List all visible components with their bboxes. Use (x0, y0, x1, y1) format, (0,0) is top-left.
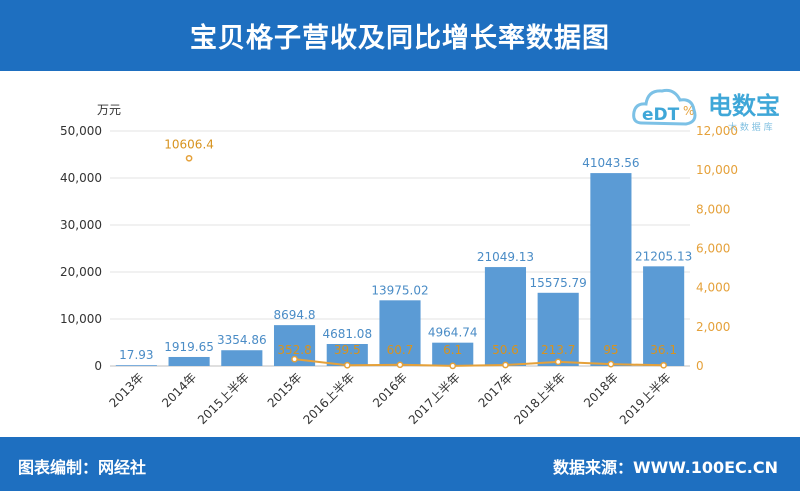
bar (643, 266, 685, 366)
bar-value-label: 41043.56 (582, 156, 639, 170)
x-tick-label: 2017上半年 (406, 370, 463, 427)
y-right-tick-label: 4,000 (696, 281, 730, 295)
growth-point (449, 362, 457, 370)
growth-point (660, 361, 667, 369)
bar (326, 343, 368, 366)
x-tick-label: 2016年 (370, 370, 410, 410)
growth-value-label: 10606.4 (164, 137, 214, 151)
footer-bar: 图表编制：网经社 数据来源：WWW.100EC.CN (0, 437, 800, 491)
edt-logo-icon: eDT (632, 88, 697, 126)
bar (537, 292, 579, 366)
chart-title: 宝贝格子营收及同比增长率数据图 (190, 23, 610, 54)
growth-point (607, 360, 615, 368)
header-bar: 宝贝格子营收及同比增长率数据图 (0, 0, 800, 71)
y-right-tick-label: 8,000 (696, 202, 730, 216)
bar (115, 365, 157, 366)
y-right-tick-label: 2,000 (696, 320, 730, 334)
bar-value-label: 13975.02 (371, 283, 428, 297)
growth-value-label: 352.8 (277, 343, 311, 357)
x-tick-label: 2015年 (265, 370, 305, 410)
y-left-tick-label: 10,000 (60, 312, 102, 326)
bar-value-label: 15575.79 (530, 276, 587, 290)
bar-value-label: 8694.8 (274, 308, 316, 322)
growth-value-label: 213.7 (541, 343, 575, 357)
bar (221, 350, 263, 366)
bar-value-label: 3354.86 (217, 333, 267, 347)
growth-point (343, 361, 351, 369)
growth-value-label: 50.6 (492, 343, 519, 357)
chart-area: 0 10,000 20,000 30,000 40,000 50,000 0 2,000 4,0… (0, 71, 800, 437)
bar-value-label: 21205.13 (635, 249, 692, 263)
logo-subtitle: 大 数 据 库 (728, 123, 773, 133)
bar-value-label: 1919.65 (164, 340, 214, 354)
growth-point (185, 154, 193, 162)
y-left-tick-label: 40,000 (60, 171, 102, 185)
footer-source: 数据来源：WWW.100EC.CN (552, 458, 778, 477)
svg-text:eDT: eDT (642, 105, 680, 125)
growth-value-label: 39.5 (334, 343, 361, 357)
y-right-tick-label: 10,000 (696, 163, 738, 177)
y-left-tick-label: 20,000 (60, 265, 102, 279)
bar-value-label: 17.93 (119, 348, 153, 362)
logo-name: 电数宝 (708, 92, 780, 120)
bar (168, 356, 210, 366)
y-right-tick-label: 0 (696, 359, 704, 373)
growth-value-label: 6.1 (443, 343, 462, 357)
growth-value-label: 95 (603, 343, 618, 357)
growth-point (396, 361, 404, 369)
x-tick-label: 2019上半年 (617, 370, 674, 427)
y-left-tick-label: 0 (94, 359, 102, 373)
x-tick-label: 2016上半年 (300, 370, 357, 427)
x-tick-label: 2014年 (159, 370, 199, 410)
growth-value-label: 60.7 (387, 343, 414, 357)
x-tick-label: 2018年 (581, 370, 621, 410)
chart-svg: 0 10,000 20,000 30,000 40,000 50,000 0 2,000 4,0… (60, 103, 738, 427)
x-tick-label: 2017年 (476, 370, 516, 410)
bar (484, 267, 527, 366)
growth-line (294, 358, 664, 367)
y-right-tick-label: 12,000 (696, 124, 738, 138)
x-tick-label: 2015上半年 (195, 370, 252, 427)
x-tick-label: 2018上半年 (511, 370, 568, 427)
growth-point (554, 358, 562, 366)
bar-value-label: 4681.08 (322, 327, 372, 341)
bar (590, 173, 632, 366)
y-left-tick-label: 30,000 (60, 218, 102, 232)
bar (432, 342, 474, 366)
bar-value-label: 4964.74 (428, 326, 478, 340)
y-right-unit: % (683, 104, 694, 118)
bar-value-label: 21049.13 (477, 250, 534, 264)
bar (379, 300, 421, 366)
y-left-tick-label: 50,000 (60, 124, 102, 138)
growth-point (291, 355, 298, 363)
growth-value-label: 36.1 (650, 343, 677, 357)
footer-credit: 图表编制：网经社 (18, 458, 147, 477)
y-right-tick-label: 6,000 (696, 242, 730, 256)
growth-point (502, 361, 509, 369)
y-left-unit: 万元 (97, 103, 121, 117)
x-tick-label: 2013年 (107, 370, 147, 410)
